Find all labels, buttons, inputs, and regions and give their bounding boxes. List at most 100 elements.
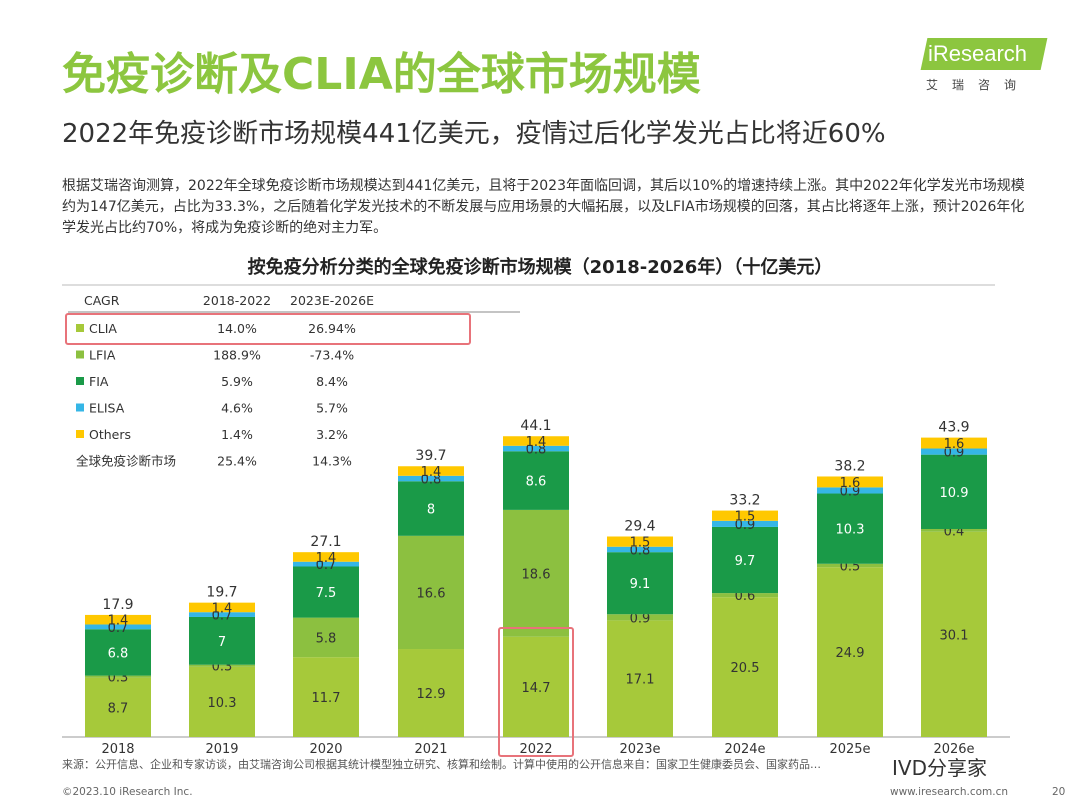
bar-others-2025e: [817, 476, 883, 488]
cagr-value-2023-2026: 26.94%: [308, 321, 356, 336]
data-label-others-2019: 1.4: [212, 601, 233, 616]
data-label-lfia-2021: 16.6: [417, 586, 446, 601]
data-label-fia-2022: 8.6: [526, 475, 547, 490]
total-label-2024e: 33.2: [729, 493, 760, 509]
bar-others-2022: [503, 436, 569, 446]
cagr-header-label: CAGR: [84, 293, 120, 308]
data-label-clia-2019: 10.3: [208, 696, 237, 711]
data-label-fia-2018: 6.8: [108, 646, 129, 661]
data-label-lfia-2022: 18.6: [522, 567, 551, 582]
cagr-value-2023-2026: 14.3%: [312, 454, 352, 469]
legend-label-total: 全球免疫诊断市场: [76, 454, 176, 469]
data-label-fia-2020: 7.5: [316, 586, 337, 601]
data-label-fia-2021: 8: [427, 503, 435, 518]
chart-title: 按免疫分析分类的全球免疫诊断市场规模（2018-2026年）（十亿美元）: [247, 257, 833, 278]
bar-fia-2024e: [712, 526, 778, 594]
bar-lfia-2020: [293, 617, 359, 658]
cagr-header-period2: 2023E-2026E: [290, 293, 374, 308]
bar-clia-2021: [398, 649, 464, 737]
watermark: IVD分享家: [892, 756, 987, 780]
bar-lfia-2025e: [817, 563, 883, 568]
legend-label-clia: CLIA: [89, 321, 117, 336]
cagr-highlight-box: [65, 313, 471, 345]
page-number: 20: [1052, 786, 1066, 798]
cagr-value-2023-2026: -73.4%: [310, 348, 354, 363]
data-label-clia-2020: 11.7: [312, 691, 341, 706]
data-label-clia-2022: 14.7: [522, 681, 551, 696]
total-label-2026e: 43.9: [938, 420, 969, 436]
legend-swatch-elisa: [76, 403, 84, 412]
data-label-clia-2018: 8.7: [108, 701, 129, 716]
cagr-value-2018-2022: 188.9%: [213, 348, 261, 363]
cagr-value-2018-2022: 4.6%: [221, 401, 253, 416]
bar-fia-2023e: [607, 552, 673, 615]
bar-clia-2020: [293, 657, 359, 737]
data-label-others-2018: 1.4: [108, 614, 129, 629]
data-label-others-2026e: 1.6: [944, 437, 965, 452]
page-subtitle: 2022年免疫诊断市场规模441亿美元，疫情过后化学发光占比将近60%: [62, 119, 886, 149]
x-tick-label-2023e: 2023e: [619, 742, 660, 757]
data-label-others-2024e: 1.5: [735, 510, 756, 525]
data-label-clia-2023e: 17.1: [626, 673, 655, 688]
bar-others-2021: [398, 466, 464, 476]
bar-fia-2026e: [921, 454, 987, 529]
total-label-2020: 27.1: [310, 534, 341, 550]
data-label-clia-2026e: 30.1: [940, 628, 969, 643]
bar-others-2019: [189, 602, 255, 613]
page-title: 免疫诊断及CLIA的全球市场规模: [62, 49, 701, 100]
bar-clia-2018: [85, 677, 151, 737]
total-label-2022: 44.1: [520, 418, 551, 434]
x-tick-label-2019: 2019: [205, 742, 238, 757]
bar-lfia-2018: [85, 675, 151, 678]
data-label-clia-2025e: 24.9: [836, 646, 865, 661]
cagr-value-2018-2022: 25.4%: [217, 454, 257, 469]
logo-name: iResearch: [928, 41, 1028, 66]
bar-elisa-2019: [189, 612, 255, 617]
cagr-value-2023-2026: 5.7%: [316, 401, 348, 416]
cagr-value-2023-2026: 8.4%: [316, 374, 348, 389]
data-label-others-2021: 1.4: [421, 465, 442, 480]
bar-fia-2018: [85, 629, 151, 676]
bar-lfia-2026e: [921, 528, 987, 532]
data-label-elisa-2020: 0.7: [316, 558, 337, 573]
data-label-fia-2026e: 10.9: [940, 486, 969, 501]
iresearch-logo: iResearch 艾瑞咨询: [918, 38, 1050, 98]
x-tick-label-2021: 2021: [414, 742, 447, 757]
total-label-2023e: 29.4: [624, 518, 655, 534]
data-label-lfia-2020: 5.8: [316, 631, 337, 646]
data-label-elisa-2022: 0.8: [526, 443, 547, 458]
cagr-value-2023-2026: 3.2%: [316, 427, 348, 442]
data-label-clia-2021: 12.9: [417, 687, 446, 702]
x-tick-label-2025e: 2025e: [829, 742, 870, 757]
cagr-value-2018-2022: 5.9%: [221, 374, 253, 389]
data-label-elisa-2023e: 0.8: [630, 543, 651, 558]
bar-clia-2025e: [817, 567, 883, 737]
data-label-fia-2019: 7: [218, 635, 226, 650]
bar-fia-2022: [503, 451, 569, 510]
bar-lfia-2024e: [712, 593, 778, 598]
highlight-box-2022: [498, 627, 574, 757]
x-tick-label-2020: 2020: [309, 742, 342, 757]
legend-swatch-lfia: [76, 350, 84, 359]
data-label-others-2022: 1.4: [526, 435, 547, 450]
bar-elisa-2024e: [712, 520, 778, 527]
bar-clia-2024e: [712, 597, 778, 737]
data-label-clia-2024e: 20.5: [731, 661, 760, 676]
legend-swatch-clia: [76, 324, 84, 332]
bar-elisa-2018: [85, 624, 151, 630]
bar-fia-2021: [398, 481, 464, 536]
bar-others-2023e: [607, 536, 673, 547]
legend-label-others: Others: [89, 427, 131, 442]
website: www.iresearch.com.cn: [890, 786, 1009, 798]
bar-fia-2019: [189, 616, 255, 665]
bar-others-2026e: [921, 437, 987, 449]
data-label-others-2020: 1.4: [316, 551, 337, 566]
data-label-elisa-2021: 0.8: [421, 473, 442, 488]
source-note: 来源：公开信息、企业和专家访谈，由艾瑞咨询公司根据其统计模型独立研究、核算和绘制…: [62, 758, 821, 771]
x-tick-label-2024e: 2024e: [724, 742, 765, 757]
bar-others-2018: [85, 614, 151, 625]
bar-elisa-2025e: [817, 487, 883, 494]
bar-elisa-2020: [293, 561, 359, 567]
total-label-2019: 19.7: [206, 585, 237, 601]
